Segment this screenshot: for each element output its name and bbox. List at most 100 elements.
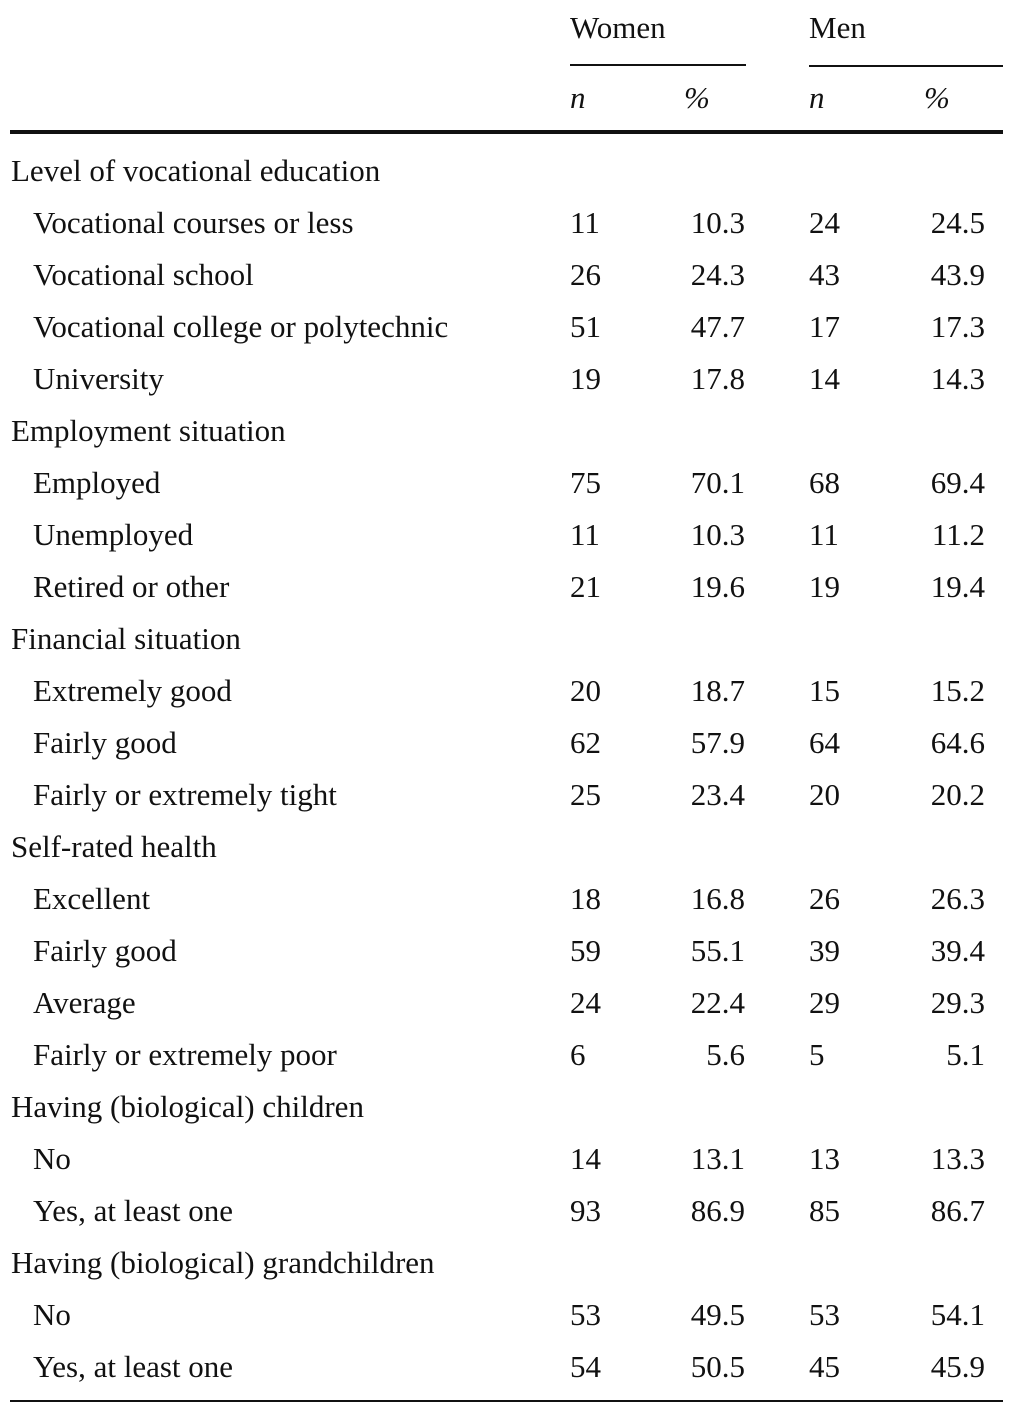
men-n-cell: 13 [809,1141,840,1176]
women-header-rule [570,64,746,66]
women-n-cell: 18 [570,881,601,916]
women-n-cell: 11 [570,205,600,240]
men-percent-cell: 5.1 [946,1037,985,1072]
men-n-cell: 64 [809,725,840,760]
men-n-cell: 15 [809,673,840,708]
women-n-cell: 25 [570,777,601,812]
row-label: Yes, at least one [33,1349,234,1384]
men-n-cell: 43 [809,257,840,292]
table-row: Yes, at least one 93 86.9 85 86.7 [0,1185,1009,1237]
men-n-cell: 45 [809,1349,840,1384]
section-row: Having (biological) children [0,1081,1009,1133]
row-label: Unemployed [33,517,194,552]
women-n-cell: 26 [570,257,601,292]
men-percent-cell: 19.4 [930,569,985,604]
section-row: Employment situation [0,405,1009,457]
column-header-women-n: n [570,80,586,115]
men-n-cell: 24 [809,205,840,240]
women-n-cell: 14 [570,1141,601,1176]
section-label: Financial situation [11,621,241,656]
group-header-men: Men [809,10,866,45]
table-row: No 53 49.5 53 54.1 [0,1289,1009,1341]
section-row: Self-rated health [0,821,1009,873]
section-row: Financial situation [0,613,1009,665]
women-percent-cell: 17.8 [690,361,745,396]
men-header-rule [809,65,1003,67]
column-header-men-n: n [809,80,825,115]
row-label: Vocational courses or less [33,205,354,240]
group-header-women: Women [570,10,666,45]
row-label: No [33,1141,71,1176]
row-label: Fairly or extremely poor [33,1037,337,1072]
row-label: Retired or other [33,569,230,604]
row-label: Extremely good [33,673,232,708]
table-row: Excellent 18 16.8 26 26.3 [0,873,1009,925]
section-label: Having (biological) grandchildren [11,1245,435,1280]
men-n-cell: 29 [809,985,840,1020]
men-n-cell: 39 [809,933,840,968]
women-percent-cell: 86.9 [690,1193,745,1228]
table-row: Employed 75 70.1 68 69.4 [0,457,1009,509]
men-n-cell: 11 [809,517,839,552]
men-percent-cell: 29.3 [930,985,985,1020]
table-row: Average 24 22.4 29 29.3 [0,977,1009,1029]
row-label: Fairly or extremely tight [33,777,337,812]
table-row: Fairly or extremely tight 25 23.4 20 20.2 [0,769,1009,821]
women-n-cell: 6 [570,1037,586,1072]
column-header-women-percent: % [684,80,710,115]
row-label: University [33,361,164,396]
row-label: Employed [33,465,161,500]
men-n-cell: 68 [809,465,840,500]
men-n-cell: 53 [809,1297,840,1332]
row-label: Fairly good [33,933,177,968]
table-row: Fairly good 59 55.1 39 39.4 [0,925,1009,977]
women-percent-cell: 22.4 [690,985,745,1020]
women-n-cell: 62 [570,725,601,760]
table-row: Retired or other 21 19.6 19 19.4 [0,561,1009,613]
section-row: Having (biological) grandchildren [0,1237,1009,1289]
section-label: Level of vocational education [11,153,381,188]
row-label: Average [33,985,136,1020]
men-percent-cell: 17.3 [930,309,985,344]
row-label: No [33,1297,71,1332]
women-percent-cell: 13.1 [690,1141,745,1176]
men-n-cell: 5 [809,1037,825,1072]
women-percent-cell: 18.7 [690,673,745,708]
men-percent-cell: 45.9 [930,1349,985,1384]
men-percent-cell: 20.2 [930,777,985,812]
women-percent-cell: 70.1 [690,465,745,500]
men-percent-cell: 11.2 [931,517,985,552]
women-percent-cell: 57.9 [690,725,745,760]
women-percent-cell: 10.3 [690,517,745,552]
men-percent-cell: 43.9 [930,257,985,292]
women-percent-cell: 10.3 [690,205,745,240]
men-percent-cell: 64.6 [930,725,985,760]
women-percent-cell: 23.4 [690,777,745,812]
women-n-cell: 54 [570,1349,601,1384]
women-n-cell: 19 [570,361,601,396]
header-bottom-rule [10,130,1003,134]
row-label: Vocational college or polytechnic [33,309,449,344]
table-row: Unemployed 11 10.3 11 11.2 [0,509,1009,561]
women-percent-cell: 24.3 [690,257,745,292]
women-n-cell: 20 [570,673,601,708]
women-percent-cell: 47.7 [690,309,745,344]
women-n-cell: 93 [570,1193,601,1228]
table-row: Vocational courses or less 11 10.3 24 24.5 [0,197,1009,249]
men-n-cell: 19 [809,569,840,604]
women-n-cell: 11 [570,517,600,552]
men-n-cell: 17 [809,309,840,344]
men-percent-cell: 86.7 [930,1193,985,1228]
women-percent-cell: 49.5 [690,1297,745,1332]
women-percent-cell: 16.8 [690,881,745,916]
table-bottom-rule [10,1400,1003,1402]
men-n-cell: 26 [809,881,840,916]
row-label: Yes, at least one [33,1193,234,1228]
section-label: Employment situation [11,413,286,448]
women-percent-cell: 19.6 [690,569,745,604]
row-label: Excellent [33,881,151,916]
table-row: Fairly or extremely poor 6 5.6 5 5.1 [0,1029,1009,1081]
women-n-cell: 59 [570,933,601,968]
men-percent-cell: 26.3 [930,881,985,916]
table-row: Vocational school 26 24.3 43 43.9 [0,249,1009,301]
